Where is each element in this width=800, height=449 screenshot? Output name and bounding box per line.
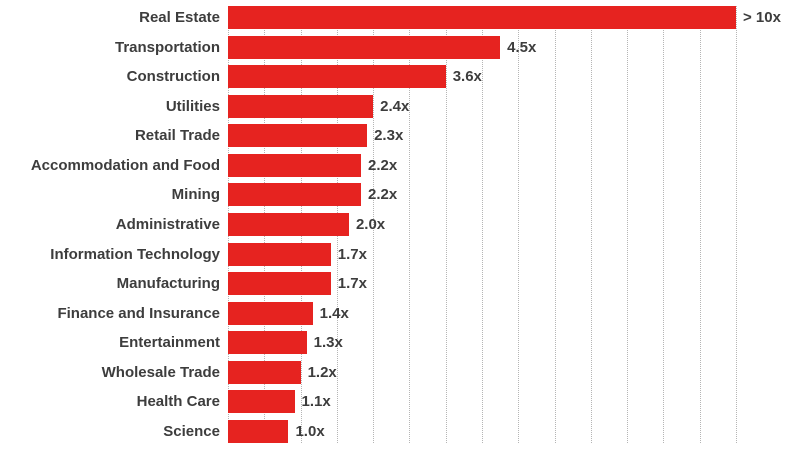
bar (228, 419, 289, 443)
bar-track: 2.0x (228, 212, 800, 236)
value-label: 2.4x (380, 97, 410, 115)
bar-row: Mining 2.2x (0, 183, 800, 207)
bar-track: 2.2x (228, 153, 800, 177)
bar-row: Health Care 1.1x (0, 390, 800, 414)
bar-track: > 10x (228, 6, 800, 29)
gridline (736, 6, 737, 443)
bar-track: 1.7x (228, 272, 800, 296)
value-label: 2.3x (374, 127, 404, 145)
bar-row: Entertainment 1.3x (0, 331, 800, 355)
bar-row: Finance and Insurance 1.4x (0, 301, 800, 325)
category-label: Real Estate (139, 9, 220, 26)
value-label: 2.0x (355, 215, 386, 233)
category-label: Finance and Insurance (57, 304, 220, 322)
category-label: Retail Trade (134, 127, 220, 145)
gridline (409, 6, 411, 443)
value-label: 1.0x (295, 422, 325, 440)
category-label: Utilities (165, 97, 220, 115)
gridline (663, 6, 665, 443)
bar-track: 3.6x (228, 65, 800, 89)
bar (228, 124, 368, 148)
gridline (518, 6, 520, 443)
value-label: 1.1x (301, 393, 331, 411)
gridline (699, 6, 701, 443)
bar (228, 360, 301, 384)
bar (228, 272, 331, 296)
bar (228, 331, 307, 355)
category-label: Wholesale Trade (101, 363, 220, 381)
value-label: 3.6x (452, 68, 482, 86)
gridline (627, 6, 629, 443)
bar-track: 1.3x (228, 331, 800, 355)
bar (228, 94, 374, 118)
value-label: 1.7x (337, 245, 367, 263)
category-label: Entertainment (119, 334, 220, 352)
bar-row: Accommodation and Food 2.2x (0, 153, 800, 177)
bar-track: 1.1x (228, 390, 800, 414)
category-label: Administrative (115, 215, 220, 233)
bar-row: Administrative 2.0x (0, 212, 800, 236)
bar (228, 6, 736, 29)
bar (228, 242, 331, 266)
bar-row: Science 1.0x (0, 419, 800, 443)
bar-track: 2.4x (228, 94, 800, 118)
category-label: Information Technology (50, 245, 220, 263)
bar-row: Information Technology 1.7x (0, 242, 800, 266)
bar-track: 4.5x (228, 35, 800, 59)
gridline (590, 6, 592, 443)
value-label: 4.5x (507, 38, 537, 56)
gridline (373, 6, 375, 443)
bar-row: Retail Trade 2.3x (0, 124, 800, 148)
category-label: Accommodation and Food (30, 156, 220, 174)
bar-track: 1.0x (228, 419, 800, 443)
bar-row: Wholesale Trade 1.2x (0, 360, 800, 384)
bar (228, 35, 501, 59)
value-label: 2.2x (368, 186, 398, 204)
bar (228, 212, 349, 236)
bar-track: 1.4x (228, 301, 800, 325)
bar (228, 65, 446, 89)
category-label: Manufacturing (116, 275, 220, 293)
value-label: 2.2x (368, 156, 398, 174)
value-label: 1.4x (319, 304, 349, 322)
bar (228, 390, 295, 414)
value-label: 1.3x (313, 334, 343, 352)
bar-row: Utilities 2.4x (0, 94, 800, 118)
bar-row: Transportation 4.5x (0, 35, 800, 59)
category-label: Science (163, 422, 220, 440)
value-label: > 10x (743, 9, 781, 26)
category-label: Construction (126, 68, 220, 86)
category-label: Health Care (136, 393, 220, 411)
bar (228, 301, 313, 325)
value-label: 1.7x (337, 275, 367, 293)
bar-row: Manufacturing 1.7x (0, 272, 800, 296)
gridline (445, 6, 447, 443)
gridline (482, 6, 483, 443)
bar-track: 1.7x (228, 242, 800, 266)
bar-row: Real Estate > 10x (0, 6, 800, 29)
bar-row: Construction 3.6x (0, 65, 800, 89)
bar-track: 2.3x (228, 124, 800, 148)
bar (228, 153, 362, 177)
category-label: Mining (171, 186, 220, 204)
value-label: 1.2x (307, 363, 337, 381)
bar (228, 183, 362, 207)
category-label: Transportation (114, 38, 220, 56)
gridline (554, 6, 556, 443)
bar-track: 2.2x (228, 183, 800, 207)
bar-track: 1.2x (228, 360, 800, 384)
